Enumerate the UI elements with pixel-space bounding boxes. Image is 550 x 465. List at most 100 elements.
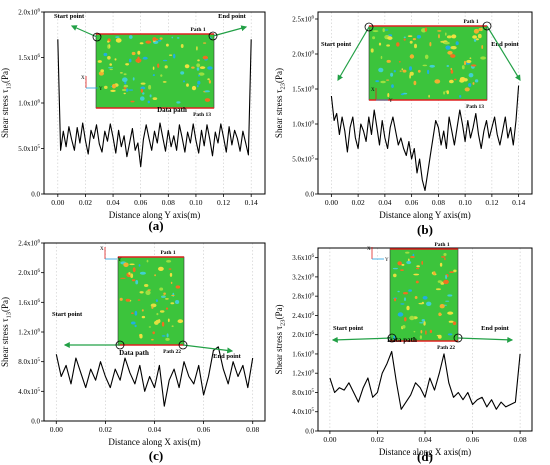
- contour-blob: [400, 303, 405, 305]
- contour-blob: [448, 320, 454, 323]
- y-tick-label: 1.2x106: [292, 370, 314, 378]
- contour-blob: [165, 307, 169, 310]
- contour-blob: [415, 267, 420, 270]
- contour-blob: [410, 256, 415, 258]
- contour-blob: [108, 44, 111, 48]
- contour-blob: [107, 56, 111, 60]
- end-point-arrow: [212, 25, 248, 37]
- end-point-marker: [482, 21, 492, 31]
- x-tick-label: 0.06: [197, 425, 210, 434]
- contour-blob: [162, 59, 168, 62]
- contour-blob: [135, 58, 142, 63]
- x-tick-label: 0.00: [325, 198, 338, 207]
- x-tick-label: 0.12: [485, 198, 498, 207]
- contour-blob: [422, 296, 428, 300]
- contour-blob: [169, 54, 173, 56]
- contour-blob: [386, 59, 391, 63]
- panel-label: (d): [417, 449, 433, 464]
- contour-blob: [191, 66, 195, 69]
- end-point-label: End point: [213, 353, 241, 360]
- contour-blob: [414, 43, 417, 49]
- contour-blob: [452, 321, 457, 326]
- contour-blob: [429, 64, 436, 68]
- contour-blob: [397, 290, 400, 293]
- contour-blob: [397, 312, 404, 317]
- contour-blob: [412, 38, 416, 41]
- contour-blob: [208, 80, 211, 84]
- contour-blob: [447, 333, 453, 336]
- data-path-caption: Data path: [119, 349, 149, 357]
- contour-blob: [152, 66, 155, 70]
- contour-blob: [139, 42, 144, 45]
- contour-blob: [438, 34, 440, 39]
- contour-blob: [446, 90, 449, 95]
- contour-blob: [161, 335, 166, 337]
- contour-blob: [144, 284, 149, 287]
- series-line: [57, 39, 252, 168]
- contour-blob: [400, 269, 404, 271]
- start-point-arrow: [331, 336, 393, 343]
- contour-blob: [132, 77, 135, 81]
- contour-blob: [139, 271, 146, 275]
- data-path-caption: Data path: [157, 106, 187, 114]
- contour-blob: [443, 91, 446, 95]
- contour-blob: [209, 37, 212, 39]
- contour-blob: [393, 273, 397, 278]
- contour-blob: [151, 338, 154, 341]
- y-tick-label: 1.6x106: [292, 350, 314, 358]
- contour-blob: [472, 82, 475, 85]
- y-tick-label: 4.0x105: [292, 408, 314, 416]
- end-point-label: End point: [218, 13, 246, 20]
- contour-blob: [142, 56, 148, 60]
- x-tick-label: 0.04: [378, 198, 391, 207]
- contour-blob: [393, 335, 396, 340]
- start-point-label: Start point: [54, 13, 85, 20]
- contour-blob: [184, 64, 190, 69]
- axis-glyph-y-label: Y: [389, 99, 393, 104]
- contour-blob: [413, 80, 417, 86]
- contour-blob: [445, 300, 450, 302]
- axis-glyph-icon: XY: [100, 247, 122, 263]
- axis-glyph-icon: XY: [367, 247, 389, 263]
- path-top-label: Path 1: [190, 27, 205, 33]
- x-tick-label: 0.06: [134, 198, 147, 207]
- y-tick-label: 2.4x106: [18, 240, 40, 248]
- x-axis-label: Distance along X axis(m): [108, 437, 200, 447]
- contour-blob: [152, 331, 155, 335]
- y-tick-label: 0.0: [305, 428, 314, 436]
- path-top-label: Path 1: [160, 250, 175, 256]
- contour-blob: [125, 88, 129, 92]
- contour-blob: [466, 59, 472, 64]
- contour-blob: [459, 77, 466, 82]
- start-point-label: Start point: [333, 325, 364, 332]
- contour-blob: [445, 45, 451, 50]
- contour-blob: [103, 52, 108, 57]
- contour-blob: [387, 36, 393, 40]
- contour-blob: [180, 44, 184, 48]
- contour-blob: [207, 66, 213, 70]
- plot-frame: [317, 11, 533, 195]
- contour-blob: [156, 312, 159, 316]
- contour-blob: [423, 321, 426, 326]
- contour-blob: [409, 54, 415, 59]
- start-point-label: Start point: [321, 41, 352, 48]
- start-point-label: Start point: [52, 311, 83, 318]
- contour-blob: [398, 61, 401, 63]
- contour-blob: [196, 67, 200, 71]
- contour-blob: [149, 94, 152, 98]
- x-tick-label: 0.04: [418, 435, 431, 444]
- y-axis-label: Shear stress τ13(Pa): [0, 68, 13, 138]
- contour-blob: [402, 325, 406, 329]
- start-point-arrow: [337, 26, 370, 82]
- contour-blob: [473, 38, 477, 42]
- contour-blob: [146, 259, 149, 263]
- contour-blob: [437, 30, 442, 32]
- contour-blob: [416, 35, 421, 39]
- contour-blob: [176, 37, 180, 39]
- contour-blob: [131, 321, 136, 325]
- chart-panel-c: 0.00 0.02 0.04 0.06 0.08 0.0 4.0x105 8.0x105 1.2…: [0, 240, 266, 463]
- contour-blob: [138, 264, 141, 267]
- path-top-label: Path 1: [434, 242, 449, 248]
- y-tick-label: 5.0x105: [18, 145, 40, 153]
